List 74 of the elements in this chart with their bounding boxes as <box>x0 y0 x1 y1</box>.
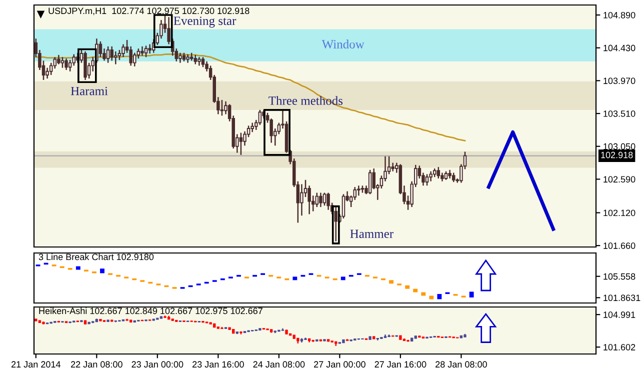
x-tick-label: 23 Jan 16:00 <box>192 361 244 368</box>
bar <box>413 288 418 292</box>
candlestick <box>436 166 440 180</box>
candlestick <box>452 172 456 183</box>
candlestick <box>106 46 110 64</box>
candlestick <box>220 99 224 116</box>
candlestick <box>148 44 152 54</box>
candlestick <box>326 192 330 211</box>
candlestick <box>315 192 319 208</box>
y-tick-label: 104.890 <box>604 12 636 18</box>
candlestick <box>49 62 53 76</box>
y-tick-label: 105.558 <box>604 273 636 280</box>
y-tick-label: 104.430 <box>604 44 636 52</box>
bar <box>100 268 104 274</box>
band-label: Window <box>322 40 364 49</box>
x-tick-label: 22 Jan 08:00 <box>71 361 122 368</box>
x-tick-label: 27 Jan 16:00 <box>374 361 426 368</box>
bar <box>405 285 410 289</box>
candlestick <box>84 50 87 81</box>
candlestick <box>342 194 346 220</box>
candlestick <box>319 192 322 208</box>
x-tick-label: 21 Jan 2014 <box>12 361 60 368</box>
candlestick <box>114 50 118 65</box>
x-tick-label: 28 Jan 08:00 <box>436 361 487 368</box>
bar <box>469 292 474 298</box>
candlestick <box>194 54 198 65</box>
y-tick-label: 103.510 <box>604 110 636 117</box>
chart-title: Heiken-Ashi 102.667 102.849 102.667 102.975 102.667 <box>39 307 262 314</box>
ref-line-label: 102.918 <box>601 152 633 158</box>
y-tick-label: 103.970 <box>604 78 636 84</box>
x-tick-label: 24 Jan 08:00 <box>253 361 305 368</box>
candlestick <box>300 184 304 216</box>
candlestick <box>57 54 60 65</box>
candlestick <box>425 174 429 186</box>
candlestick <box>133 52 136 68</box>
candlestick <box>98 40 102 58</box>
candlestick <box>46 67 49 80</box>
candlestick <box>239 132 243 156</box>
y-tick-label: 101.602 <box>604 344 636 350</box>
candlestick <box>110 46 114 62</box>
candlestick <box>167 16 170 45</box>
bar <box>389 280 394 284</box>
candlestick <box>64 58 68 71</box>
candlestick <box>60 56 64 68</box>
annotation: Hammer <box>350 230 394 238</box>
chart-title: USDJPY.m,H1 102.774 102.975 102.730 102.918 <box>48 8 250 16</box>
y-tick-label: 102.120 <box>604 210 636 216</box>
x-tick-label: 23 Jan 00:00 <box>132 361 184 368</box>
candlestick <box>224 100 228 115</box>
y-tick-label: 101.8631 <box>604 294 640 302</box>
candlestick <box>258 109 262 126</box>
bar <box>340 276 346 280</box>
candlestick <box>178 52 182 64</box>
candlestick <box>322 192 326 206</box>
y-tick-label: 101.660 <box>604 242 636 249</box>
candlestick <box>357 184 360 196</box>
annotation: Harami <box>70 86 108 96</box>
candlestick <box>144 45 148 58</box>
annotation: Evening star <box>174 16 236 28</box>
bar <box>292 276 298 280</box>
chart-title: 3 Line Break Chart 102.9180 <box>38 254 154 260</box>
candlestick <box>368 169 372 195</box>
y-tick-label: 102.590 <box>604 176 636 183</box>
candlestick <box>334 206 338 242</box>
bar <box>429 296 434 300</box>
x-tick-label: 27 Jan 00:00 <box>314 361 366 368</box>
candlestick <box>250 122 254 133</box>
candlestick <box>429 170 432 182</box>
candlestick <box>122 44 125 58</box>
y-tick-label: 104.991 <box>604 312 636 318</box>
candlestick <box>53 56 57 70</box>
y-tick-label: 103.050 <box>604 143 636 150</box>
bar <box>437 294 442 300</box>
candlestick <box>140 46 144 56</box>
